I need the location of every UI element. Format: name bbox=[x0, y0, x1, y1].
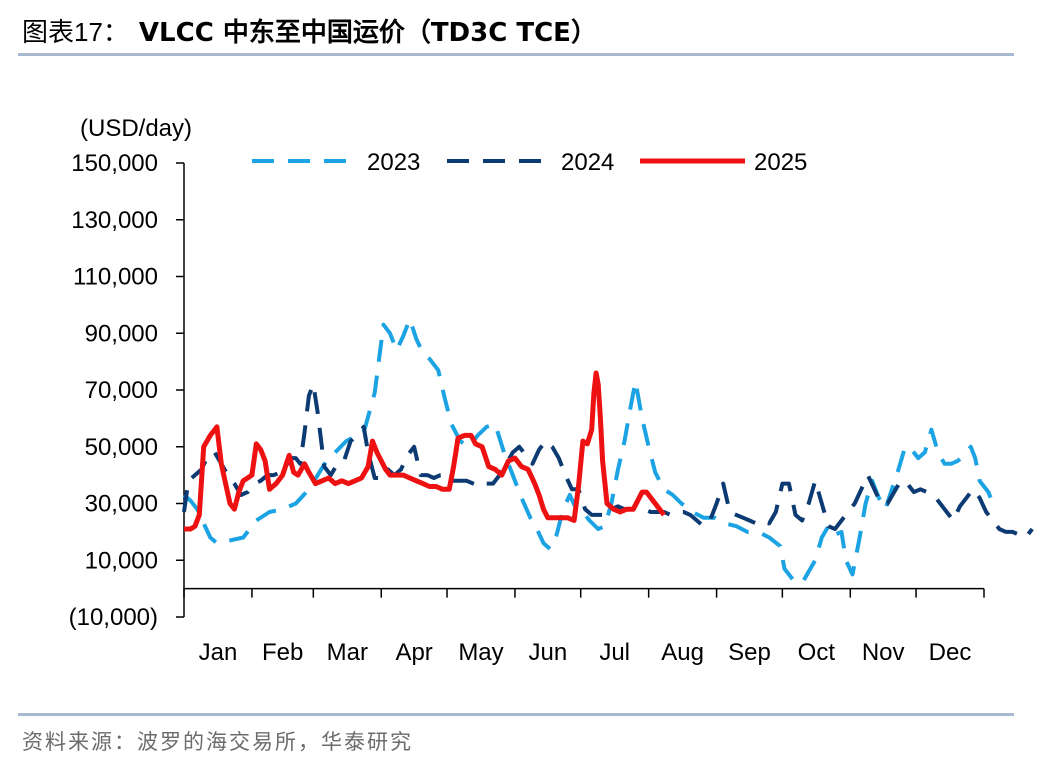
legend: 2023 2024 2025 bbox=[252, 149, 807, 176]
y-tick-label: 130,000 bbox=[71, 207, 158, 234]
x-tick-label: Oct bbox=[798, 639, 836, 666]
figure-title: 图表17： VLCC 中东至中国运价（TD3C TCE） bbox=[22, 14, 597, 50]
x-tick-label: Nov bbox=[862, 639, 905, 666]
x-tick-label: Mar bbox=[327, 639, 368, 666]
legend-label-2025: 2025 bbox=[754, 149, 807, 176]
x-tick-label: May bbox=[458, 639, 503, 666]
series-line-2025 bbox=[184, 370, 666, 532]
x-tick-label: Feb bbox=[262, 639, 303, 666]
chart-title: VLCC 中东至中国运价（TD3C TCE） bbox=[138, 18, 597, 48]
y-tick-label: 70,000 bbox=[85, 377, 158, 404]
legend-label-2023: 2023 bbox=[367, 149, 420, 176]
legend-label-2024: 2024 bbox=[561, 149, 614, 176]
x-tick-label: Jan bbox=[199, 639, 238, 666]
bottom-rule bbox=[18, 713, 1014, 716]
chart: (USD/day) 150,000 130,000 110,000 90,000 70,… bbox=[69, 115, 1034, 666]
series-line-2023 bbox=[182, 317, 995, 585]
x-tick-label: Jul bbox=[599, 639, 630, 666]
x-tick-label: Apr bbox=[395, 639, 432, 666]
x-tick-label: Jun bbox=[528, 639, 567, 666]
y-tick-label: 110,000 bbox=[73, 264, 158, 291]
top-rule bbox=[18, 53, 1014, 56]
y-unit-label: (USD/day) bbox=[80, 115, 192, 142]
y-tick-label: 90,000 bbox=[85, 320, 158, 347]
series-line-2024 bbox=[182, 382, 1034, 540]
figure-label: 图表17： bbox=[22, 17, 129, 47]
axes: 150,000 130,000 110,000 90,000 70,000 50,000 3… bbox=[69, 150, 985, 666]
source-note: 资料来源：波罗的海交易所，华泰研究 bbox=[22, 730, 413, 754]
series-layer bbox=[182, 317, 1034, 585]
y-tick-label: 150,000 bbox=[71, 150, 158, 177]
x-tick-label: Aug bbox=[661, 639, 704, 666]
y-tick-label: 50,000 bbox=[85, 434, 158, 461]
x-tick-label: Dec bbox=[929, 639, 972, 666]
y-tick-label: 30,000 bbox=[85, 491, 158, 518]
x-tick-label: Sep bbox=[728, 639, 771, 666]
y-tick-label: 10,000 bbox=[85, 547, 158, 574]
y-tick-label: (10,000) bbox=[69, 604, 158, 631]
